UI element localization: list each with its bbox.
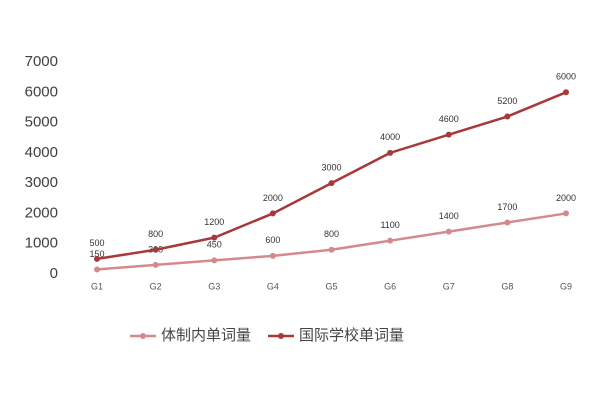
x-tick-label: G4	[267, 281, 279, 291]
y-tick-label: 4000	[25, 144, 58, 161]
legend-label: 体制内单词量	[161, 327, 251, 344]
legend-label: 国际学校单词量	[299, 327, 404, 344]
y-tick-label: 2000	[25, 204, 58, 221]
x-tick-label: G2	[150, 281, 162, 291]
point	[211, 234, 218, 241]
point	[211, 257, 218, 264]
x-tick-label: G6	[384, 281, 396, 291]
data-label: 600	[265, 235, 280, 245]
x-tick-label: G7	[443, 281, 455, 291]
data-label: 1200	[204, 217, 224, 227]
data-label: 1700	[497, 202, 517, 212]
x-tick-label: G1	[91, 281, 103, 291]
y-tick-label: 7000	[25, 53, 58, 70]
data-label: 3000	[321, 163, 341, 173]
point	[387, 237, 394, 244]
point	[387, 149, 394, 156]
data-label: 500	[89, 238, 104, 248]
point	[269, 252, 276, 259]
x-tick-label: G3	[208, 281, 220, 291]
point	[152, 246, 159, 253]
data-label: 1100	[380, 220, 399, 230]
data-label: 800	[324, 229, 339, 239]
data-label: 800	[148, 229, 163, 239]
data-label: 150	[89, 249, 104, 259]
point	[328, 246, 335, 253]
data-label: 5200	[497, 96, 517, 106]
y-tick-label: 3000	[25, 174, 58, 191]
point	[269, 210, 276, 217]
series-line	[96, 212, 567, 271]
point	[328, 180, 335, 187]
y-tick-label: 6000	[25, 83, 58, 100]
point	[563, 89, 569, 96]
data-label: 1400	[439, 211, 459, 221]
data-label: 4000	[380, 132, 400, 142]
legend-marker	[278, 333, 284, 339]
point	[152, 261, 159, 268]
data-label: 4600	[439, 114, 459, 124]
point	[504, 219, 511, 226]
point	[94, 255, 100, 262]
point	[504, 113, 511, 120]
point	[445, 228, 452, 235]
legend-marker	[140, 333, 146, 339]
data-label: 2000	[263, 193, 283, 203]
y-tick-label: 5000	[25, 114, 58, 131]
data-label: 2000	[556, 193, 576, 203]
x-tick-label: G5	[325, 281, 337, 291]
point	[563, 210, 569, 217]
x-tick-label: G9	[560, 281, 572, 291]
data-label: 6000	[556, 72, 576, 82]
x-tick-label: G8	[501, 281, 513, 291]
point	[445, 131, 452, 138]
y-tick-label: 1000	[25, 235, 58, 252]
point	[94, 266, 100, 273]
data-label: 450	[207, 240, 222, 250]
y-tick-label: 0	[50, 265, 58, 282]
